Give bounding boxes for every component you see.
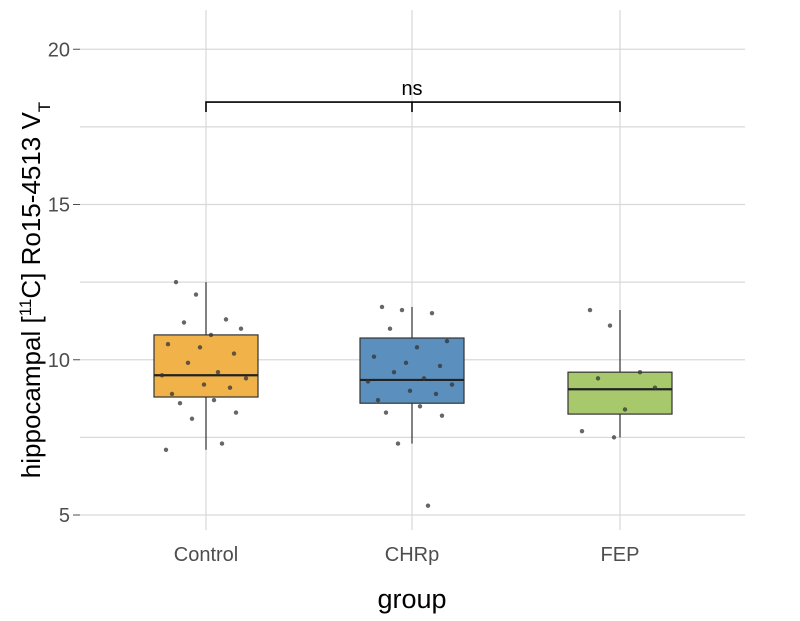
box-chrp (359, 337, 465, 404)
data-point (433, 391, 439, 397)
data-point (177, 401, 183, 406)
data-point (159, 373, 165, 378)
data-point (201, 382, 207, 387)
significance-annotation: ns (205, 78, 621, 113)
data-point (371, 354, 377, 359)
data-point (219, 441, 225, 446)
data-point (215, 369, 221, 375)
data-point (197, 345, 203, 350)
data-point (387, 326, 393, 331)
data-point (622, 407, 628, 412)
data-point (637, 369, 643, 375)
data-point (425, 503, 431, 508)
data-point (379, 304, 385, 310)
y-tick-label: 20 (48, 39, 70, 61)
jitter-points (159, 279, 658, 508)
data-point (611, 435, 617, 440)
data-point (375, 397, 381, 403)
data-point (223, 317, 229, 322)
box-fep (567, 371, 673, 415)
data-point (238, 326, 244, 331)
data-point (165, 342, 171, 347)
y-axis-title: hippocampal [11C] Ro15-4513 VT (16, 102, 54, 478)
data-point (595, 376, 601, 381)
data-point (163, 447, 169, 452)
data-point (579, 428, 585, 434)
x-axis-ticks: Control CHRp FEP (174, 544, 640, 566)
data-point (429, 310, 435, 316)
data-point (421, 376, 427, 381)
data-point (211, 397, 217, 403)
data-point (449, 382, 455, 387)
data-point (439, 413, 445, 418)
y-tick-label: 15 (48, 195, 70, 217)
y-tick-label: 5 (59, 505, 70, 527)
data-point (365, 379, 371, 384)
data-point (417, 404, 423, 409)
significance-bracket (205, 101, 621, 113)
data-point (189, 416, 195, 421)
data-point (395, 441, 401, 446)
data-point (181, 320, 187, 325)
data-point (173, 279, 179, 285)
boxes (153, 282, 673, 450)
x-axis-title: group (377, 584, 446, 614)
data-point (243, 376, 249, 381)
significance-label: ns (401, 78, 422, 100)
data-point (414, 345, 420, 350)
y-tick-label: 10 (48, 350, 70, 372)
data-point (383, 410, 389, 415)
x-tick-label: CHRp (385, 544, 439, 566)
x-tick-label: FEP (601, 544, 640, 566)
data-point (193, 292, 199, 297)
data-point (399, 307, 405, 313)
data-point (403, 360, 409, 366)
data-point (231, 351, 237, 356)
x-tick-label: Control (174, 544, 238, 566)
data-point (233, 410, 239, 415)
y-axis-ticks: 5 10 15 20 (48, 39, 80, 527)
data-point (185, 360, 191, 366)
data-point (444, 338, 450, 344)
data-point (437, 363, 443, 369)
data-point (208, 332, 214, 338)
data-point (169, 391, 175, 397)
data-point (652, 385, 658, 390)
box-control (153, 334, 259, 398)
data-point (407, 388, 413, 393)
data-point (227, 385, 233, 390)
data-point (607, 323, 613, 328)
data-point (391, 369, 397, 375)
data-point (587, 307, 593, 313)
